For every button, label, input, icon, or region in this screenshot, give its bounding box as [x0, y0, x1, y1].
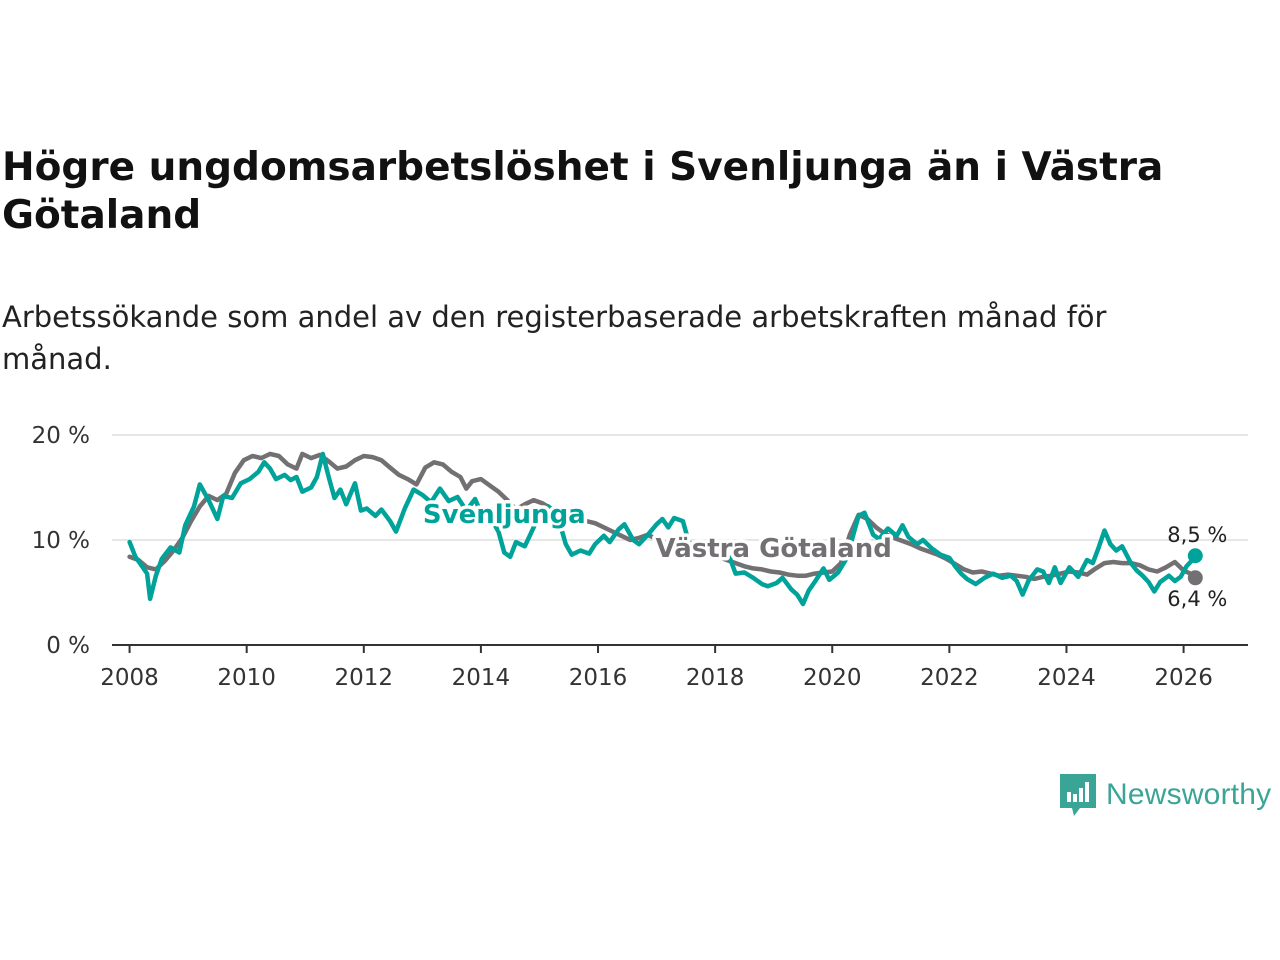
- x-tick-label: 2020: [803, 665, 862, 691]
- x-tick-label: 2012: [335, 665, 394, 691]
- x-tick-label: 2022: [920, 665, 979, 691]
- x-tick-label: 2008: [100, 665, 159, 691]
- x-tick-label: 2026: [1154, 665, 1213, 691]
- end-point-v-stra-g-taland: [1187, 570, 1203, 586]
- newsworthy-logo[interactable]: Newsworthy: [1058, 772, 1271, 818]
- newsworthy-logo-icon: [1060, 774, 1096, 816]
- series-lines: [127, 451, 1203, 607]
- end-point-svenljunga: [1187, 548, 1203, 564]
- axes: 0 % 10 % 20 % 2008 2010 2012 2014 2016 2018 2020 2…: [32, 423, 1248, 691]
- y-tick-label: 0 %: [46, 633, 90, 659]
- x-tick-label: 2016: [569, 665, 628, 691]
- y-tick-label: 10 %: [32, 528, 90, 554]
- x-tick-label: 2010: [217, 665, 276, 691]
- x-tick-label: 2024: [1037, 665, 1096, 691]
- chart-title: Högre ungdomsarbetslöshet i Svenljunga ä…: [2, 145, 1164, 238]
- chart-subtitle: Arbetssökande som andel av den registerb…: [2, 300, 1107, 376]
- gridlines: [112, 434, 1248, 541]
- series-labels: 6,4 % 8,5 % Svenljunga Västra Götaland: [419, 497, 1227, 611]
- series-name-label: Västra Götaland: [656, 534, 892, 564]
- newsworthy-logo-text: Newsworthy: [1106, 778, 1272, 811]
- series-line-v-stra-g-taland: [127, 451, 1198, 582]
- series-name-label: Svenljunga: [423, 500, 586, 530]
- y-tick-label: 20 %: [32, 423, 90, 449]
- end-value-label: 8,5 %: [1167, 523, 1227, 547]
- end-value-label: 6,4 %: [1167, 587, 1227, 611]
- series-line-svenljunga: [127, 451, 1198, 607]
- x-tick-label: 2018: [686, 665, 745, 691]
- x-tick-label: 2014: [452, 665, 511, 691]
